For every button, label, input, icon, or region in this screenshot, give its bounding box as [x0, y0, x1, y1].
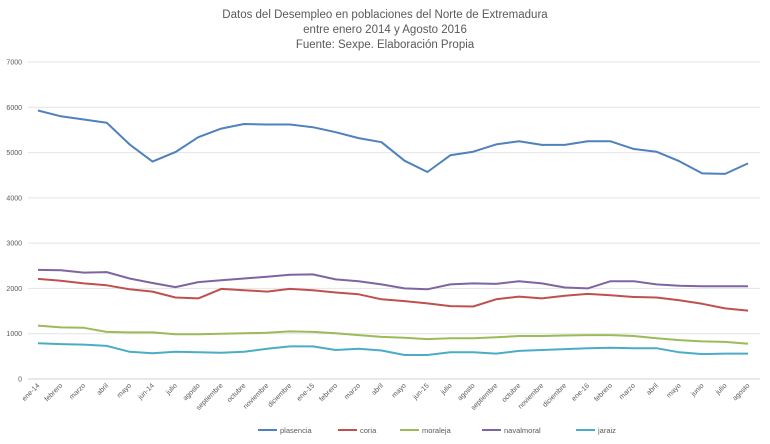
- y-tick-label: 3000: [6, 241, 22, 248]
- title-line-3: Fuente: Sexpe. Elaboración Propia: [296, 39, 475, 51]
- x-tick-label: octubre: [226, 382, 248, 404]
- x-tick-label: abril: [371, 382, 386, 397]
- legend-label: jaraiz: [597, 426, 616, 435]
- x-tick-label: julio: [714, 382, 729, 397]
- x-tick-label: jun-15: [411, 382, 430, 401]
- y-tick-label: 1000: [6, 331, 22, 338]
- x-tick-label: diciembre: [542, 382, 568, 408]
- x-tick-label: agosto: [457, 382, 477, 402]
- x-tick-label: mayo: [116, 382, 133, 399]
- x-tick-label: julio: [164, 382, 179, 397]
- legend-item-navalmoral: navalmoral: [482, 426, 541, 435]
- x-tick-label: ene-14: [21, 382, 41, 402]
- chart-title: Datos del Desempleo en poblaciones del N…: [222, 9, 548, 51]
- legend-label: navalmoral: [504, 426, 541, 435]
- x-tick-label: marzo: [618, 382, 637, 401]
- x-tick-label: abril: [645, 382, 660, 397]
- y-tick-label: 5000: [6, 150, 22, 157]
- series-line-plasencia: [38, 111, 748, 174]
- legend-label: moraleja: [422, 426, 452, 435]
- legend-item-coria: coria: [338, 426, 377, 435]
- x-tick-label: junio: [689, 382, 705, 398]
- x-tick-label: febrero: [44, 382, 65, 403]
- series-line-coria: [38, 279, 748, 311]
- x-tick-label: mayo: [666, 382, 683, 399]
- x-tick-label: agosto: [182, 382, 202, 402]
- y-tick-label: 0: [18, 377, 22, 384]
- x-tick-label: agosto: [732, 382, 752, 402]
- x-tick-label: marzo: [69, 382, 88, 401]
- y-tick-label: 2000: [6, 286, 22, 293]
- title-line-1: Datos del Desempleo en poblaciones del N…: [222, 9, 548, 21]
- legend-item-plasencia: plasencia: [258, 426, 313, 435]
- x-tick-label: diciembre: [267, 382, 293, 408]
- x-tick-label: ene-16: [571, 382, 591, 402]
- x-tick-label: febrero: [319, 382, 340, 403]
- title-line-2: entre enero 2014 y Agosto 2016: [303, 24, 467, 36]
- legend-label: plasencia: [280, 426, 313, 435]
- legend-label: coria: [360, 426, 377, 435]
- x-tick-label: abril: [96, 382, 111, 397]
- y-tick-label: 7000: [6, 60, 22, 67]
- y-tick-label: 6000: [6, 105, 22, 112]
- x-tick-label: mayo: [391, 382, 408, 399]
- x-tick-label: jun-14: [137, 382, 156, 401]
- series-line-moraleja: [38, 326, 748, 344]
- series-line-navalmoral: [38, 270, 748, 289]
- x-tick-label: julio: [439, 382, 454, 397]
- legend-item-moraleja: moraleja: [400, 426, 452, 435]
- series-line-jaraiz: [38, 343, 748, 355]
- legend-item-jaraiz: jaraiz: [576, 426, 616, 435]
- x-tick-label: febrero: [593, 382, 614, 403]
- y-tick-label: 4000: [6, 195, 22, 202]
- x-tick-label: octubre: [501, 382, 523, 404]
- x-tick-label: marzo: [343, 382, 362, 401]
- x-tick-label: ene-15: [296, 382, 316, 402]
